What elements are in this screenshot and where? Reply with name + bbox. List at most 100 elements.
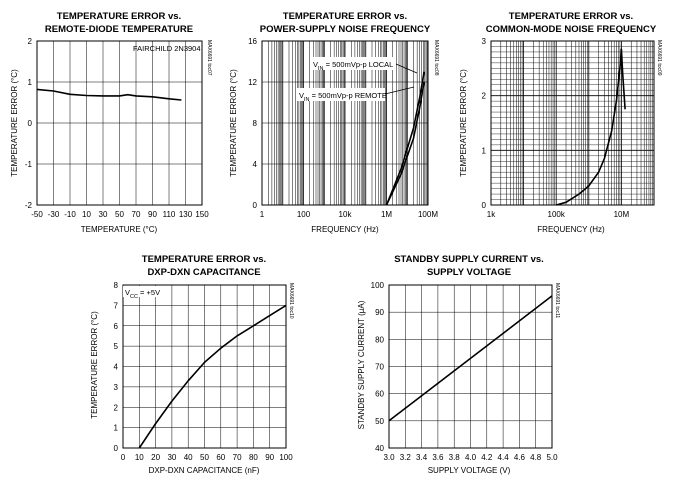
- chart2-leader-remote: [384, 86, 415, 95]
- chart1-figure-code: MAX6691 toc07: [206, 40, 212, 76]
- chart-temp-error-vs-psu-noise: TEMPERATURE ERROR vs. POWER-SUPPLY NOISE…: [229, 11, 439, 234]
- y-tick-label: 2: [28, 37, 33, 46]
- x-tick-label: 3.2: [400, 453, 412, 462]
- plot-frame: [388, 284, 553, 449]
- x-tick-label: -50: [31, 210, 43, 219]
- y-tick-label: 0: [28, 119, 33, 128]
- x-tick-label: 3.6: [432, 453, 444, 462]
- x-tick-label: 10: [82, 210, 91, 219]
- plot-frame: [36, 40, 203, 206]
- chart2-series: [385, 71, 425, 206]
- x-tick-label: 70: [233, 453, 242, 462]
- chart4-y-axis-label: TEMPERATURE ERROR (°C): [90, 311, 99, 419]
- chart2-label-local-box: [311, 57, 394, 70]
- chart5-figure-code: MAX6691 toc11: [554, 283, 560, 318]
- series-line: [138, 304, 287, 449]
- chart5-grid: [388, 284, 553, 449]
- x-tick-label: 100M: [418, 210, 438, 219]
- chart3-x-axis-label: FREQUENCY (Hz): [537, 225, 605, 234]
- x-tick-label: 5.0: [546, 453, 558, 462]
- chart3-tick-labels: 1k 100k 10M 0 1 2 3: [482, 37, 630, 219]
- y-tick-label: 0: [482, 201, 487, 210]
- x-tick-label: 4.8: [530, 453, 542, 462]
- x-tick-label: 60: [216, 453, 225, 462]
- y-tick-label: 4: [253, 160, 258, 169]
- chart-supply-current-vs-voltage: STANDBY SUPPLY CURRENT vs. SUPPLY VOLTAG…: [357, 254, 560, 475]
- x-tick-label: 150: [195, 210, 209, 219]
- plot-frame: [122, 284, 287, 449]
- x-tick-label: 80: [249, 453, 258, 462]
- y-tick-label: 7: [114, 301, 119, 310]
- chart2-x-axis-label: FREQUENCY (Hz): [311, 225, 379, 234]
- y-tick-label: 1: [114, 424, 119, 433]
- chart5-title-line2: SUPPLY VOLTAGE: [427, 267, 511, 278]
- x-tick-label: 0: [121, 453, 126, 462]
- chart4-title-line1: TEMPERATURE ERROR vs.: [142, 254, 266, 265]
- x-tick-label: 90: [265, 453, 274, 462]
- chart1-grid: [36, 40, 203, 206]
- chart2-tick-labels: 1 100 10k 1M 100M 0 4 8 12 16: [248, 37, 438, 219]
- y-tick-label: 5: [114, 342, 119, 351]
- chart2-label-remote-box: [297, 88, 385, 101]
- chart4-x-axis-label: DXP-DXN CAPACITANCE (nF): [149, 466, 260, 475]
- chart4-tick-labels: 0 10 20 30 40 50 60 70 80 90 100 0 1 2 3 4 5 6 7 8: [114, 281, 294, 462]
- series-line: [388, 295, 553, 422]
- chart2-title-line2: POWER-SUPPLY NOISE FREQUENCY: [260, 24, 431, 35]
- chart5-series: [388, 295, 553, 422]
- series-line: [36, 88, 182, 101]
- y-tick-label: 40: [375, 444, 384, 453]
- y-tick-label: 4: [114, 363, 119, 372]
- series-line-remote: [385, 81, 425, 206]
- x-tick-label: 90: [148, 210, 157, 219]
- chart2-leader-local: [395, 63, 418, 74]
- y-tick-label: 2: [482, 92, 487, 101]
- y-tick-label: 12: [248, 78, 257, 87]
- chart1-title-line2: REMOTE-DIODE TEMPERATURE: [45, 24, 193, 35]
- chart2-annotation-local: VIN = 500mVp-p LOCAL: [313, 60, 393, 72]
- x-tick-label: 1M: [381, 210, 392, 219]
- y-tick-label: 50: [375, 417, 384, 426]
- y-tick-label: 1: [28, 78, 33, 87]
- chart3-series: [555, 48, 626, 206]
- chart-temp-error-vs-capacitance: TEMPERATURE ERROR vs. DXP-DXN CAPACITANC…: [90, 254, 294, 475]
- x-tick-label: 4.6: [514, 453, 526, 462]
- chart-temp-error-vs-common-mode-noise: TEMPERATURE ERROR vs. COMMON-MODE NOISE …: [459, 11, 662, 234]
- x-tick-label: 40: [184, 453, 193, 462]
- x-tick-label: -30: [48, 210, 60, 219]
- chart2-annotation-remote: VIN = 500mVp-p REMOTE: [299, 91, 387, 103]
- y-tick-label: 0: [114, 444, 119, 453]
- chart4-title-line2: DXP-DXN CAPACITANCE: [147, 267, 260, 278]
- y-tick-label: 16: [248, 37, 257, 46]
- x-tick-label: -10: [64, 210, 76, 219]
- chart3-title-line2: COMMON-MODE NOISE FREQUENCY: [486, 24, 657, 35]
- x-tick-label: 3.0: [383, 453, 395, 462]
- chart2-title-line1: TEMPERATURE ERROR vs.: [283, 11, 407, 22]
- chart5-tick-labels: 3.0 3.2 3.4 3.6 3.8 4.0 4.2 4.4 4.6 4.8 5.0 40 50 60 7…: [371, 281, 558, 462]
- chart5-y-axis-label: STANDBY SUPPLY CURRENT (µA): [357, 300, 366, 429]
- y-tick-label: 8: [253, 119, 258, 128]
- x-tick-label: 3.8: [449, 453, 461, 462]
- x-tick-label: 100: [279, 453, 293, 462]
- y-tick-label: 90: [375, 308, 384, 317]
- x-tick-label: 1k: [487, 210, 496, 219]
- chart2-grid: [261, 40, 429, 206]
- y-tick-label: 60: [375, 390, 384, 399]
- y-tick-label: -1: [25, 160, 33, 169]
- chart3-figure-code: MAX6691 toc09: [656, 40, 662, 76]
- chart4-annotation-vcc: VCC = +5V: [125, 288, 160, 300]
- x-tick-label: 10: [135, 453, 144, 462]
- x-tick-label: 10k: [339, 210, 353, 219]
- x-tick-label: 1: [260, 210, 265, 219]
- chart5-title-line1: STANDBY SUPPLY CURRENT vs.: [394, 254, 544, 265]
- plot-frame: [490, 40, 655, 206]
- series-line-local: [385, 71, 425, 206]
- chart3-title-line1: TEMPERATURE ERROR vs.: [509, 11, 633, 22]
- x-tick-label: 50: [200, 453, 209, 462]
- y-tick-label: 3: [482, 37, 487, 46]
- chart5-x-axis-label: SUPPLY VOLTAGE (V): [428, 466, 511, 475]
- chart4-label-box: [123, 286, 162, 297]
- chart4-grid: [122, 284, 287, 449]
- x-tick-label: 100k: [548, 210, 566, 219]
